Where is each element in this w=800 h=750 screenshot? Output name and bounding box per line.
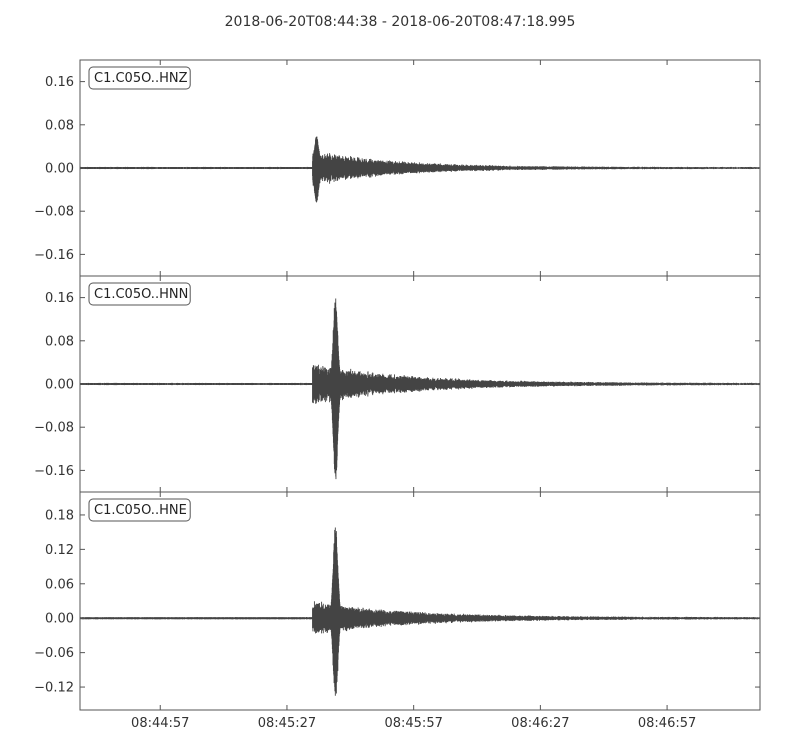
y-tick-label: 0.06 <box>45 577 74 592</box>
y-tick-label: 0.00 <box>45 162 74 177</box>
y-tick-label: −0.06 <box>34 646 74 661</box>
waveform-line <box>79 136 761 203</box>
trace-label-box <box>88 282 191 306</box>
trace-label-text: C1.C05O..HNE <box>94 503 187 518</box>
trace-panel-3: −0.12 −0.06 0.00 0.06 0.12 0.18 C1.C05O..HNE <box>34 491 761 711</box>
panels-group: −0.16−0.080.000.080.16 C1.C05O..HNZ−0.16−… <box>34 59 761 731</box>
y-tick-label: 0.00 <box>45 612 74 627</box>
y-tick-label: 0.12 <box>45 543 74 558</box>
y-tick-label: −0.16 <box>34 248 74 263</box>
x-tick-label: 08:45:57 <box>384 716 442 731</box>
y-tick-label: 0.16 <box>45 75 74 90</box>
y-tick-label: −0.08 <box>34 421 74 436</box>
x-tick-label: 08:46:27 <box>511 716 569 731</box>
y-tick-label: −0.12 <box>34 681 74 696</box>
y-tick-label: 0.16 <box>45 291 74 306</box>
panel-frame <box>79 491 761 711</box>
trace-label-box <box>88 498 191 522</box>
trace-panel-2: −0.16 −0.08 0.00 0.08 0.16 C1.C05O..HNN <box>34 275 761 493</box>
x-tick-label: 08:44:57 <box>131 716 189 731</box>
y-tick-label: 0.18 <box>45 508 74 523</box>
trace-label-box <box>88 66 191 90</box>
y-tick-label: −0.16 <box>34 464 74 479</box>
y-tick-label: 0.08 <box>45 118 74 133</box>
waveform-line <box>79 298 761 480</box>
y-tick-label: −0.08 <box>34 205 74 220</box>
waveform-line <box>79 527 761 696</box>
y-tick-label: 0.00 <box>45 378 74 393</box>
chart-title: 2018-06-20T08:44:38 - 2018-06-20T08:47:1… <box>225 14 576 30</box>
trace-label-text: C1.C05O..HNN <box>94 287 188 302</box>
x-tick-label: 08:45:27 <box>258 716 316 731</box>
trace-panel-1: −0.16 −0.08 0.00 0.08 0.16 C1.C05O..HNZ <box>34 59 761 277</box>
x-tick-label: 08:46:57 <box>638 716 696 731</box>
y-tick-label: 0.08 <box>45 334 74 349</box>
trace-label-text: C1.C05O..HNZ <box>94 71 188 86</box>
